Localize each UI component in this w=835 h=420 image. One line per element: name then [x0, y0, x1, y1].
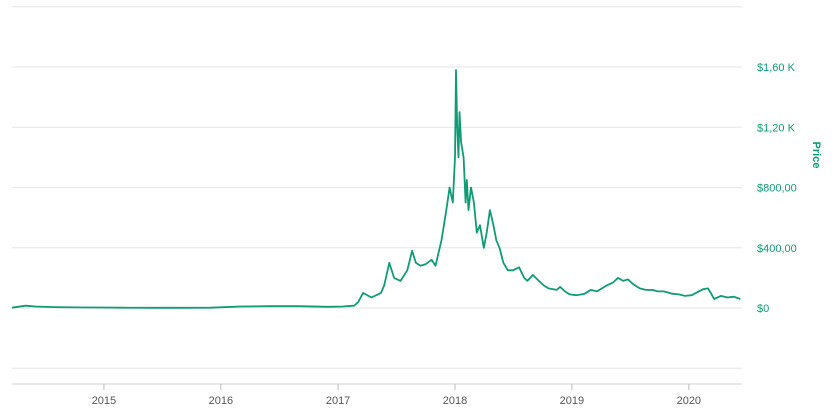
price-series-line — [11, 69, 741, 309]
x-tick-label: 2017 — [326, 395, 350, 407]
y-tick-label: $400,00 — [757, 243, 797, 255]
y-tick-label: $1,20 K — [757, 122, 796, 134]
y-axis-label: Price — [810, 142, 822, 169]
x-tick-label: 2018 — [443, 395, 467, 407]
y-tick-label: $800,00 — [757, 183, 797, 195]
x-tick-label: 2020 — [677, 395, 701, 407]
x-axis-ticks: 2015 2016 2017 2018 2019 2020 — [92, 384, 701, 407]
x-tick-label: 2015 — [92, 395, 116, 407]
gridlines — [12, 6, 742, 369]
x-tick-label: 2016 — [209, 395, 233, 407]
y-tick-label: $1,60 K — [757, 62, 796, 74]
y-axis-ticks: $0 $400,00 $800,00 $1,20 K $1,60 K — [757, 62, 797, 315]
y-tick-label: $0 — [757, 303, 769, 315]
x-tick-label: 2019 — [560, 395, 584, 407]
